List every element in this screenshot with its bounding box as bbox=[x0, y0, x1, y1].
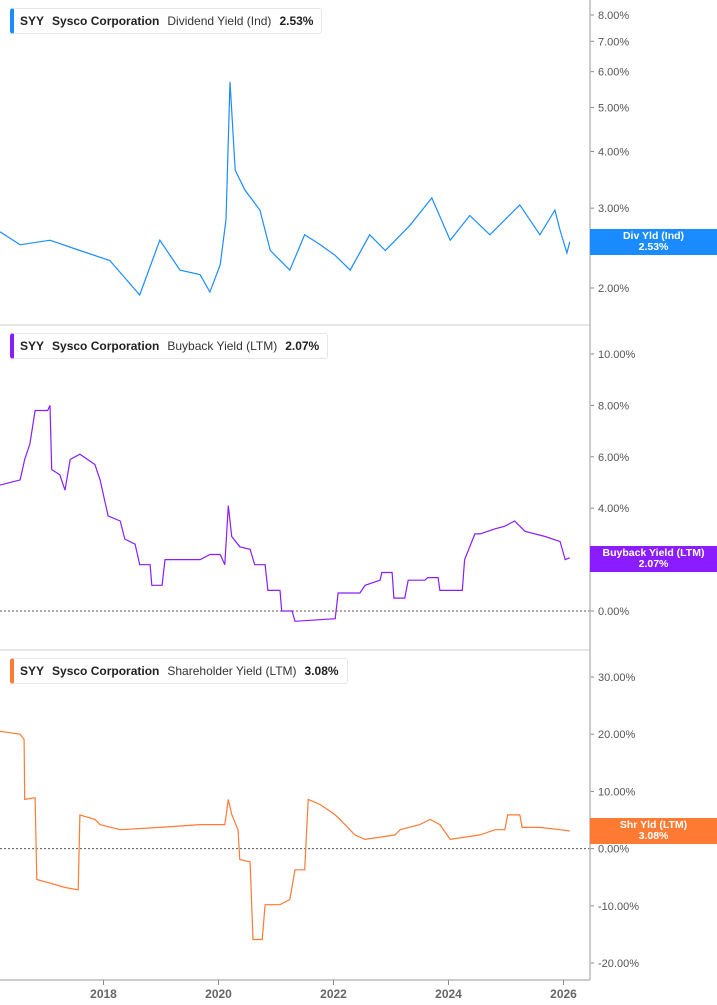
y-tick-label: 20.00% bbox=[598, 729, 636, 741]
y-tick-label: 30.00% bbox=[598, 672, 636, 684]
value-tag-dividend: Div Yld (Ind) 2.53% bbox=[590, 229, 717, 255]
legend-value: 2.07% bbox=[285, 339, 320, 353]
legend-buyback-yield: SYY Sysco Corporation Buyback Yield (LTM… bbox=[10, 333, 329, 359]
tag-value: 3.08% bbox=[638, 830, 669, 842]
y-tick-label: -10.00% bbox=[598, 901, 639, 913]
tag-label: Div Yld (Ind) bbox=[622, 230, 685, 242]
y-tick-label: 5.00% bbox=[598, 103, 629, 115]
legend-ticker: SYY bbox=[20, 664, 45, 678]
series-line-1 bbox=[0, 405, 571, 622]
legend-company: Sysco Corporation bbox=[52, 14, 160, 28]
tag-label: Shr Yld (LTM) bbox=[619, 819, 688, 831]
y-tick-label: 10.00% bbox=[598, 349, 636, 361]
y-tick-label: 10.00% bbox=[598, 786, 636, 798]
series-line-0 bbox=[0, 81, 571, 297]
value-tag-buyback: Buyback Yield (LTM) 2.07% bbox=[590, 546, 717, 572]
tag-value: 2.53% bbox=[638, 241, 669, 253]
x-tick-label: 2018 bbox=[90, 987, 117, 1001]
x-tick-label: 2024 bbox=[435, 987, 462, 1001]
y-tick-label: 0.00% bbox=[598, 844, 629, 856]
legend-dividend-yield: SYY Sysco Corporation Dividend Yield (In… bbox=[10, 8, 323, 34]
y-tick-label: 8.00% bbox=[598, 400, 629, 412]
y-tick-label: -20.00% bbox=[598, 958, 639, 970]
x-tick-label: 2020 bbox=[205, 987, 232, 1001]
y-tick-label: 3.00% bbox=[598, 203, 629, 215]
tag-value: 2.07% bbox=[638, 558, 669, 570]
series-line-2 bbox=[0, 730, 570, 941]
tag-label: Buyback Yield (LTM) bbox=[602, 547, 705, 559]
legend-metric: Shareholder Yield (LTM) bbox=[167, 664, 297, 678]
legend-value: 2.53% bbox=[279, 14, 314, 28]
y-tick-label: 6.00% bbox=[598, 67, 629, 79]
y-tick-label: 7.00% bbox=[598, 36, 629, 48]
value-tag-shareholder: Shr Yld (LTM) 3.08% bbox=[590, 818, 717, 844]
legend-ticker: SYY bbox=[20, 14, 45, 28]
legend-company: Sysco Corporation bbox=[52, 664, 160, 678]
legend-company: Sysco Corporation bbox=[52, 339, 160, 353]
y-tick-label: 0.00% bbox=[598, 606, 629, 618]
y-tick-label: 4.00% bbox=[598, 503, 629, 515]
x-tick-label: 2022 bbox=[320, 987, 347, 1001]
y-tick-label: 6.00% bbox=[598, 452, 629, 464]
legend-metric: Dividend Yield (Ind) bbox=[167, 14, 272, 28]
legend-value: 3.08% bbox=[304, 664, 339, 678]
y-tick-label: 2.00% bbox=[598, 283, 629, 295]
y-tick-label: 8.00% bbox=[598, 10, 629, 22]
x-tick-label: 2026 bbox=[550, 987, 577, 1001]
y-tick-label: 4.00% bbox=[598, 147, 629, 159]
legend-ticker: SYY bbox=[20, 339, 45, 353]
legend-shareholder-yield: SYY Sysco Corporation Shareholder Yield … bbox=[10, 658, 348, 684]
legend-metric: Buyback Yield (LTM) bbox=[167, 339, 278, 353]
